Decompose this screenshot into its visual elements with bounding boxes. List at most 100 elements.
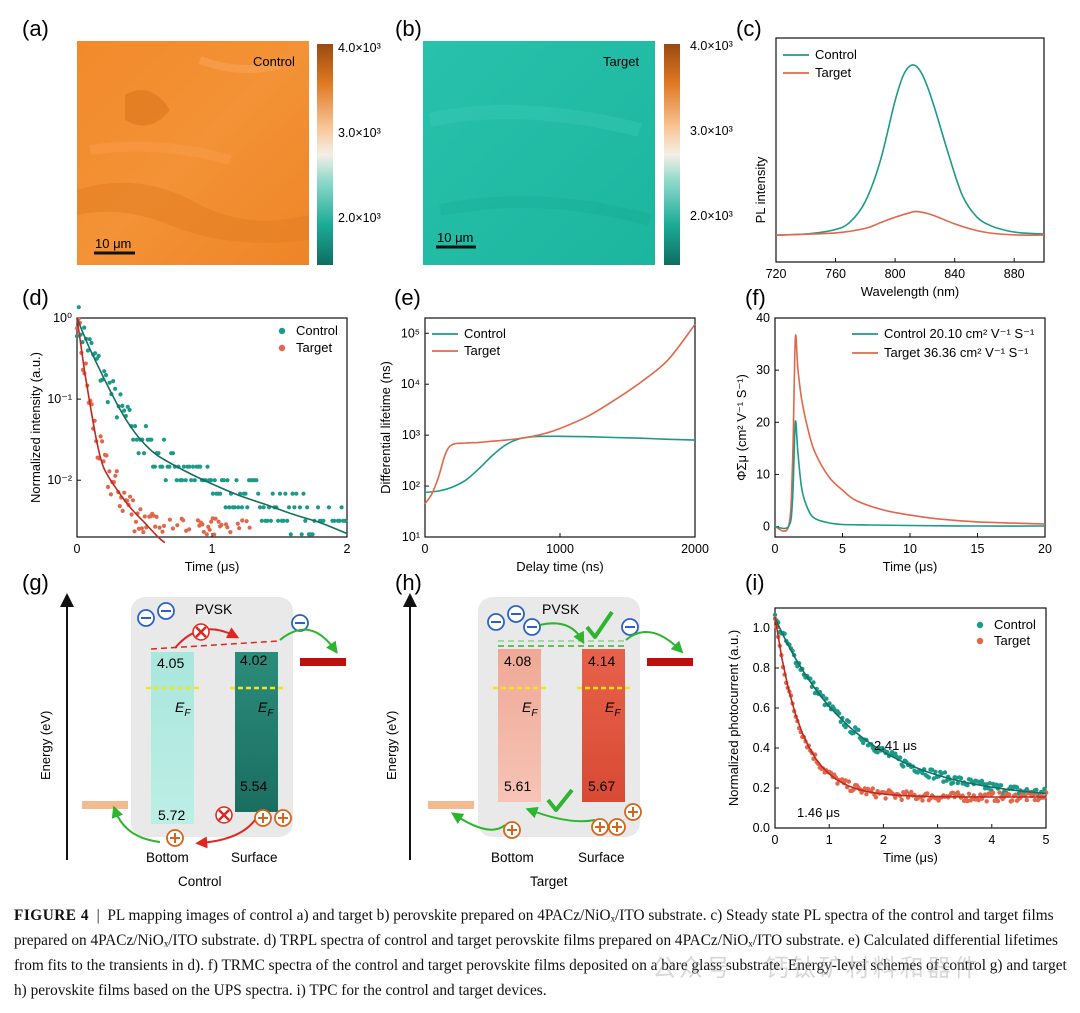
figure-canvas: (a) Control 10 μm 4.0×10³ 3.0×10³ 2.0×10… xyxy=(22,16,1052,889)
data-point-control xyxy=(131,437,136,442)
data-point-control xyxy=(167,464,172,469)
legend-label: Target xyxy=(296,340,333,355)
data-point-control xyxy=(227,505,232,510)
data-point-target xyxy=(899,797,904,802)
data-point-control xyxy=(183,478,188,483)
data-point-control xyxy=(294,491,299,496)
data-point-target xyxy=(113,473,118,478)
hole-icon xyxy=(254,809,272,827)
x-tick-label: 800 xyxy=(885,267,906,281)
data-point-control xyxy=(277,491,283,496)
data-point-control xyxy=(122,408,127,413)
scalebar-b-text: 10 μm xyxy=(437,230,473,245)
fit-line-target xyxy=(774,616,1046,798)
data-point-control xyxy=(920,770,925,776)
data-point-target xyxy=(925,791,930,796)
h-left-bottom: 5.61 xyxy=(504,778,531,794)
data-point-control xyxy=(96,353,101,358)
hole-icon xyxy=(591,818,609,836)
data-point-target xyxy=(997,790,1002,795)
data-point-control xyxy=(85,348,90,353)
data-point-control xyxy=(954,775,959,780)
data-point-control xyxy=(299,532,304,537)
data-point-control xyxy=(149,437,154,442)
data-point-control xyxy=(929,767,935,772)
data-point-target xyxy=(213,516,218,521)
y-tick-label: 40 xyxy=(756,311,770,325)
electron-icon xyxy=(507,605,525,623)
data-point-control xyxy=(942,770,948,775)
data-point-control xyxy=(160,464,165,469)
hole-icon xyxy=(166,829,184,847)
data-point-target xyxy=(160,529,165,534)
data-point-control xyxy=(221,478,226,483)
g-bottom-label: Bottom xyxy=(146,850,189,865)
x-mark-icon xyxy=(215,806,233,824)
legend-label: Control 20.10 cm² V⁻¹ S⁻¹ xyxy=(884,326,1035,341)
data-point-control xyxy=(180,478,185,483)
y-tick-label: 10 xyxy=(756,467,770,481)
data-point-control xyxy=(132,424,138,429)
data-point-control xyxy=(198,464,203,469)
data-point-target xyxy=(114,469,119,474)
h-left-top: 4.08 xyxy=(504,653,531,669)
data-point-target xyxy=(995,798,1001,804)
map-a-label: Control xyxy=(253,54,295,69)
data-point-control xyxy=(174,478,179,483)
electron-icon xyxy=(523,618,541,636)
cbar-b-tick-1: 3.0×10³ xyxy=(690,124,733,138)
pl-map-control xyxy=(77,41,309,265)
data-point-control xyxy=(875,750,880,755)
y-tick-label: 10⁰ xyxy=(53,311,72,325)
data-point-control xyxy=(143,424,148,429)
data-point-target xyxy=(219,522,224,527)
panel-b-label: (b) xyxy=(395,16,422,41)
data-point-target xyxy=(117,504,122,509)
series-line-target xyxy=(774,334,1046,532)
g-surface-label: Surface xyxy=(231,850,278,865)
data-point-target xyxy=(204,532,209,537)
watermark: 公众号 · 钙钛矿材料和器件 xyxy=(652,954,981,982)
chart-e-differential-lifetime: 0 1000 2000 10¹ 10² 10³ 10⁴ 10⁵ Delay time (ns) D… xyxy=(378,317,709,574)
data-point-target xyxy=(154,514,159,520)
bar-surface-h xyxy=(582,649,625,802)
series-line-control xyxy=(775,64,1045,236)
hole-extraction-arrow-g xyxy=(111,805,161,843)
data-point-control xyxy=(105,400,110,405)
data-point-target xyxy=(175,523,180,528)
data-point-target xyxy=(133,519,139,524)
y-tick-label: 0.2 xyxy=(753,781,770,795)
etl-level-h xyxy=(647,658,693,666)
data-point-control xyxy=(259,518,264,523)
cbar-b-tick-0: 4.0×10³ xyxy=(690,39,733,53)
pl-map-target xyxy=(423,41,655,265)
data-point-control xyxy=(212,478,217,483)
data-point-target xyxy=(83,361,88,366)
data-point-control xyxy=(283,491,288,496)
data-point-control xyxy=(292,505,297,510)
x-tick-label: 0 xyxy=(772,833,779,847)
data-point-control xyxy=(326,505,331,510)
data-point-control xyxy=(114,415,119,420)
legend-label: Target xyxy=(464,343,501,358)
panel-h-label: (h) xyxy=(395,570,422,595)
panel-f-label: (f) xyxy=(745,285,766,310)
data-point-control xyxy=(301,491,306,496)
data-point-control xyxy=(824,696,829,701)
x-axis-label: Wavelength (nm) xyxy=(861,284,960,299)
legend-label: Target xyxy=(994,633,1031,648)
data-point-target xyxy=(840,777,845,782)
data-point-control xyxy=(189,478,194,483)
panel-e-label: (e) xyxy=(394,285,421,310)
data-point-control xyxy=(245,505,250,510)
data-point-control xyxy=(76,305,81,310)
data-point-control xyxy=(1042,786,1047,792)
data-point-target xyxy=(170,526,175,531)
data-point-control xyxy=(286,505,292,510)
data-point-target xyxy=(225,525,230,530)
ef-h-left: EF xyxy=(522,699,538,719)
data-point-target xyxy=(920,798,925,803)
data-point-target xyxy=(835,781,840,786)
y-tick-label: 30 xyxy=(756,363,770,377)
data-point-control xyxy=(254,478,259,483)
